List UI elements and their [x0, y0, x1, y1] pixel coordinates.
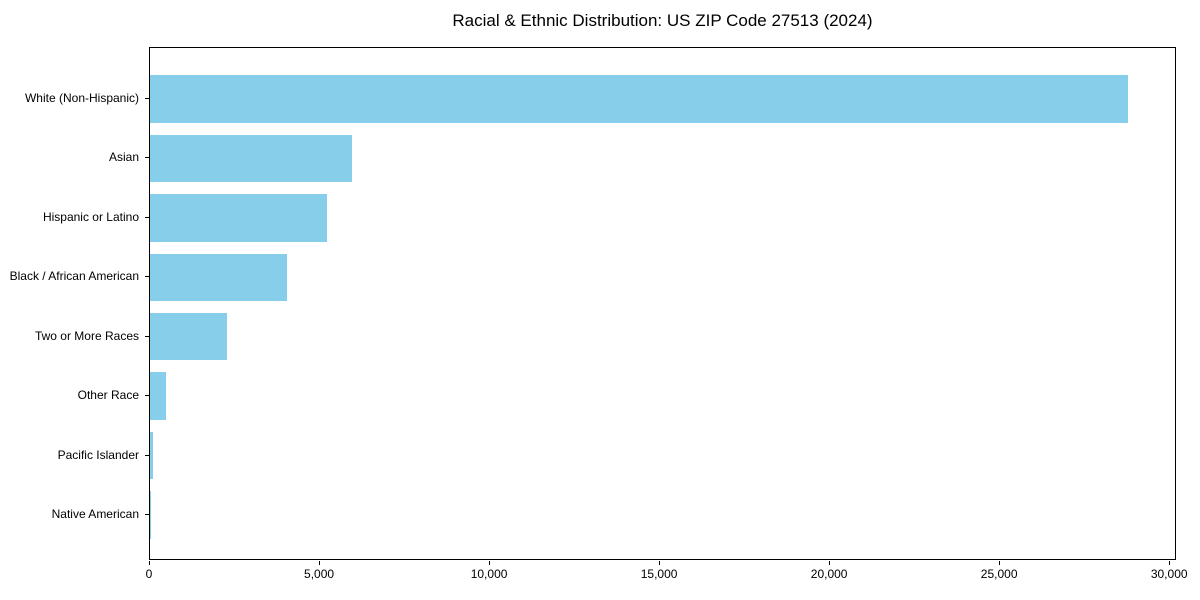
- y-tick-mark: [145, 276, 149, 278]
- y-tick-mark: [145, 395, 149, 397]
- y-tick-label: Asian: [108, 150, 139, 165]
- x-tick-label: 5,000: [304, 567, 335, 581]
- bar-hispanic-or-latino: [150, 194, 327, 242]
- y-tick-label: White (Non-Hispanic): [24, 91, 139, 105]
- x-tick-label: 0: [145, 567, 153, 581]
- y-tick-label: Hispanic or Latino: [42, 209, 139, 224]
- y-tick-mark: [145, 157, 149, 159]
- x-tick-label: 20,000: [810, 567, 848, 581]
- chart-title: Racial & Ethnic Distribution: US ZIP Cod…: [452, 11, 873, 30]
- bar-pacific-islander: [150, 431, 154, 480]
- x-tick-label: 30,000: [1150, 567, 1188, 581]
- x-tick-mark: [829, 561, 831, 565]
- y-tick-mark: [145, 216, 149, 218]
- x-tick-label: 25,000: [980, 567, 1018, 581]
- x-tick-label: 10,000: [470, 567, 508, 581]
- bar-two-or-more-races: [150, 312, 227, 361]
- y-tick-mark: [145, 514, 149, 515]
- x-tick-mark: [319, 561, 321, 565]
- y-tick-label: Black / African American: [9, 269, 139, 284]
- bar-white-non-hispanic: [150, 75, 1128, 123]
- bar-native-american: [150, 491, 151, 539]
- y-tick-mark: [145, 98, 149, 99]
- x-tick-mark: [659, 561, 661, 565]
- y-tick-mark: [145, 454, 149, 456]
- bar-black-african-american: [150, 253, 288, 302]
- y-tick-label: Two or More Races: [34, 328, 139, 343]
- bar-other-race: [150, 372, 167, 420]
- x-tick-mark: [149, 561, 150, 565]
- x-tick-mark: [489, 561, 491, 565]
- bar-asian: [150, 134, 352, 183]
- x-tick-mark: [1169, 561, 1171, 565]
- y-tick-label: Other Race: [77, 388, 139, 403]
- y-tick-mark: [145, 335, 149, 337]
- plot-area: [149, 47, 1176, 560]
- x-tick-label: 15,000: [640, 567, 678, 581]
- y-tick-label: Pacific Islander: [57, 447, 139, 462]
- y-tick-label: Native American: [51, 507, 139, 521]
- x-tick-mark: [999, 561, 1001, 565]
